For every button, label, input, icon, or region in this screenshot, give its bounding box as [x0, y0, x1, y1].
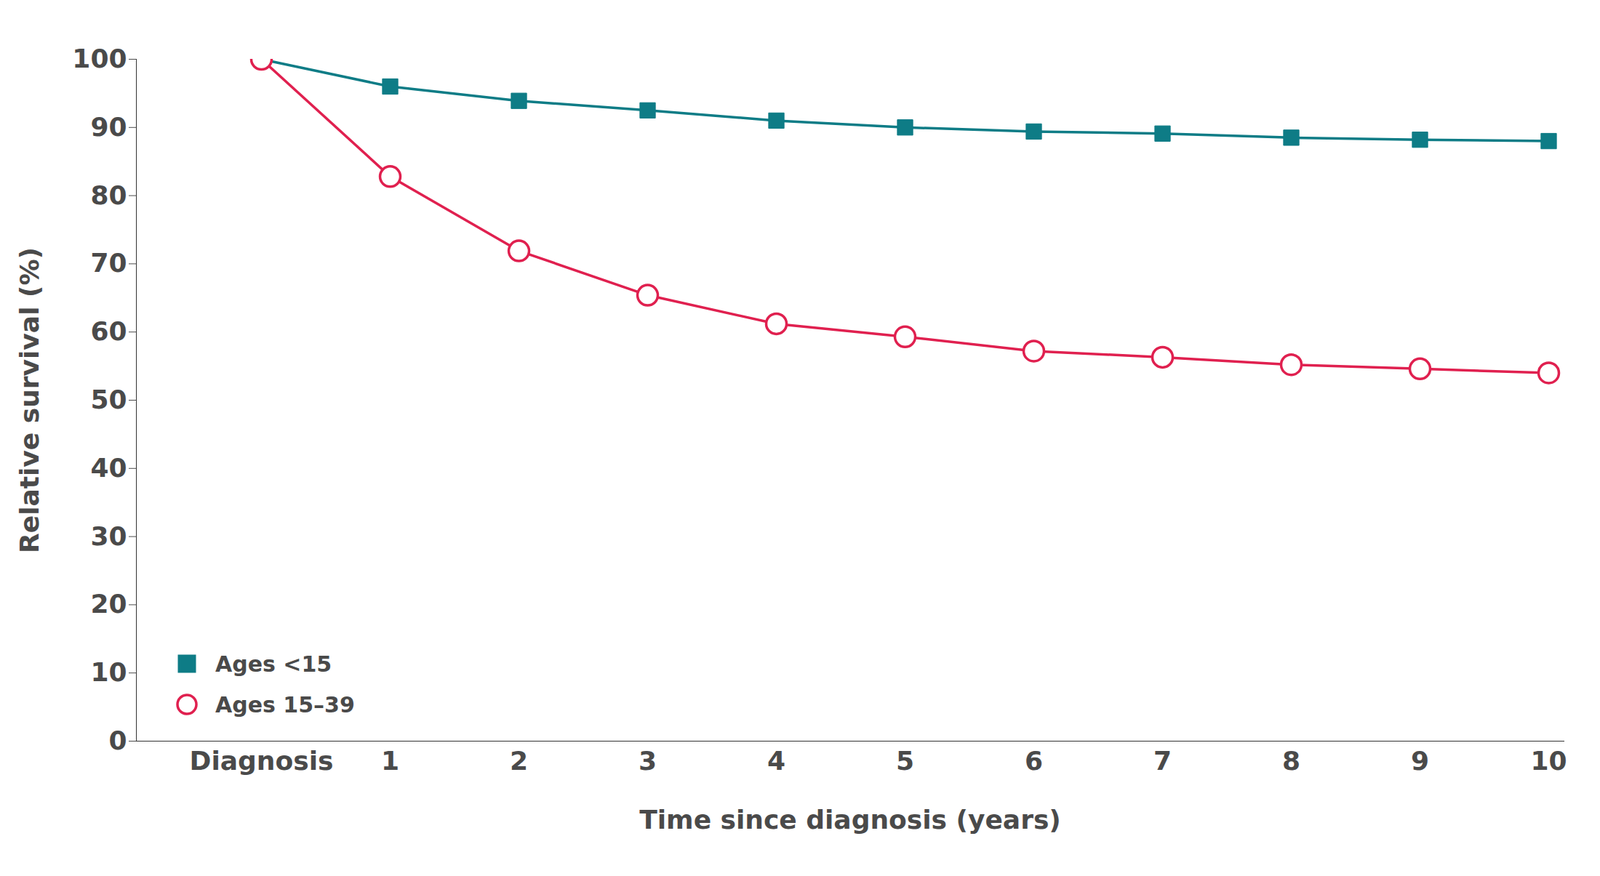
svg-text:6: 6: [1024, 746, 1043, 776]
svg-text:Time since diagnosis (years): Time since diagnosis (years): [639, 805, 1062, 835]
html-text:Ages 15–39: Ages 15–39: [215, 692, 355, 718]
svg-text:100: 100: [72, 43, 127, 74]
svg-text:90: 90: [90, 112, 127, 142]
svg-text:60: 60: [90, 316, 127, 347]
svg-text:0: 0: [108, 725, 127, 756]
svg-text:70: 70: [90, 248, 127, 278]
svg-text:1: 1: [381, 746, 400, 776]
svg-text:4: 4: [767, 746, 786, 776]
svg-text:10: 10: [1530, 746, 1567, 776]
svg-text:Relative survival (%): Relative survival (%): [14, 247, 45, 554]
svg-text:9: 9: [1410, 746, 1430, 776]
svg-text:2: 2: [509, 746, 528, 776]
svg-text:3: 3: [638, 746, 657, 776]
svg-text:7: 7: [1153, 746, 1172, 776]
svg-text:8: 8: [1282, 746, 1301, 776]
svg-text:Diagnosis: Diagnosis: [189, 746, 334, 776]
svg-text:10: 10: [90, 657, 127, 688]
svg-text:5: 5: [896, 746, 915, 776]
svg-text:50: 50: [90, 384, 127, 415]
html-text:Ages <15: Ages <15: [215, 651, 332, 677]
svg-text:80: 80: [90, 180, 127, 211]
svg-text:40: 40: [90, 453, 127, 483]
svg-text:30: 30: [90, 521, 127, 552]
svg-text:20: 20: [90, 589, 127, 619]
